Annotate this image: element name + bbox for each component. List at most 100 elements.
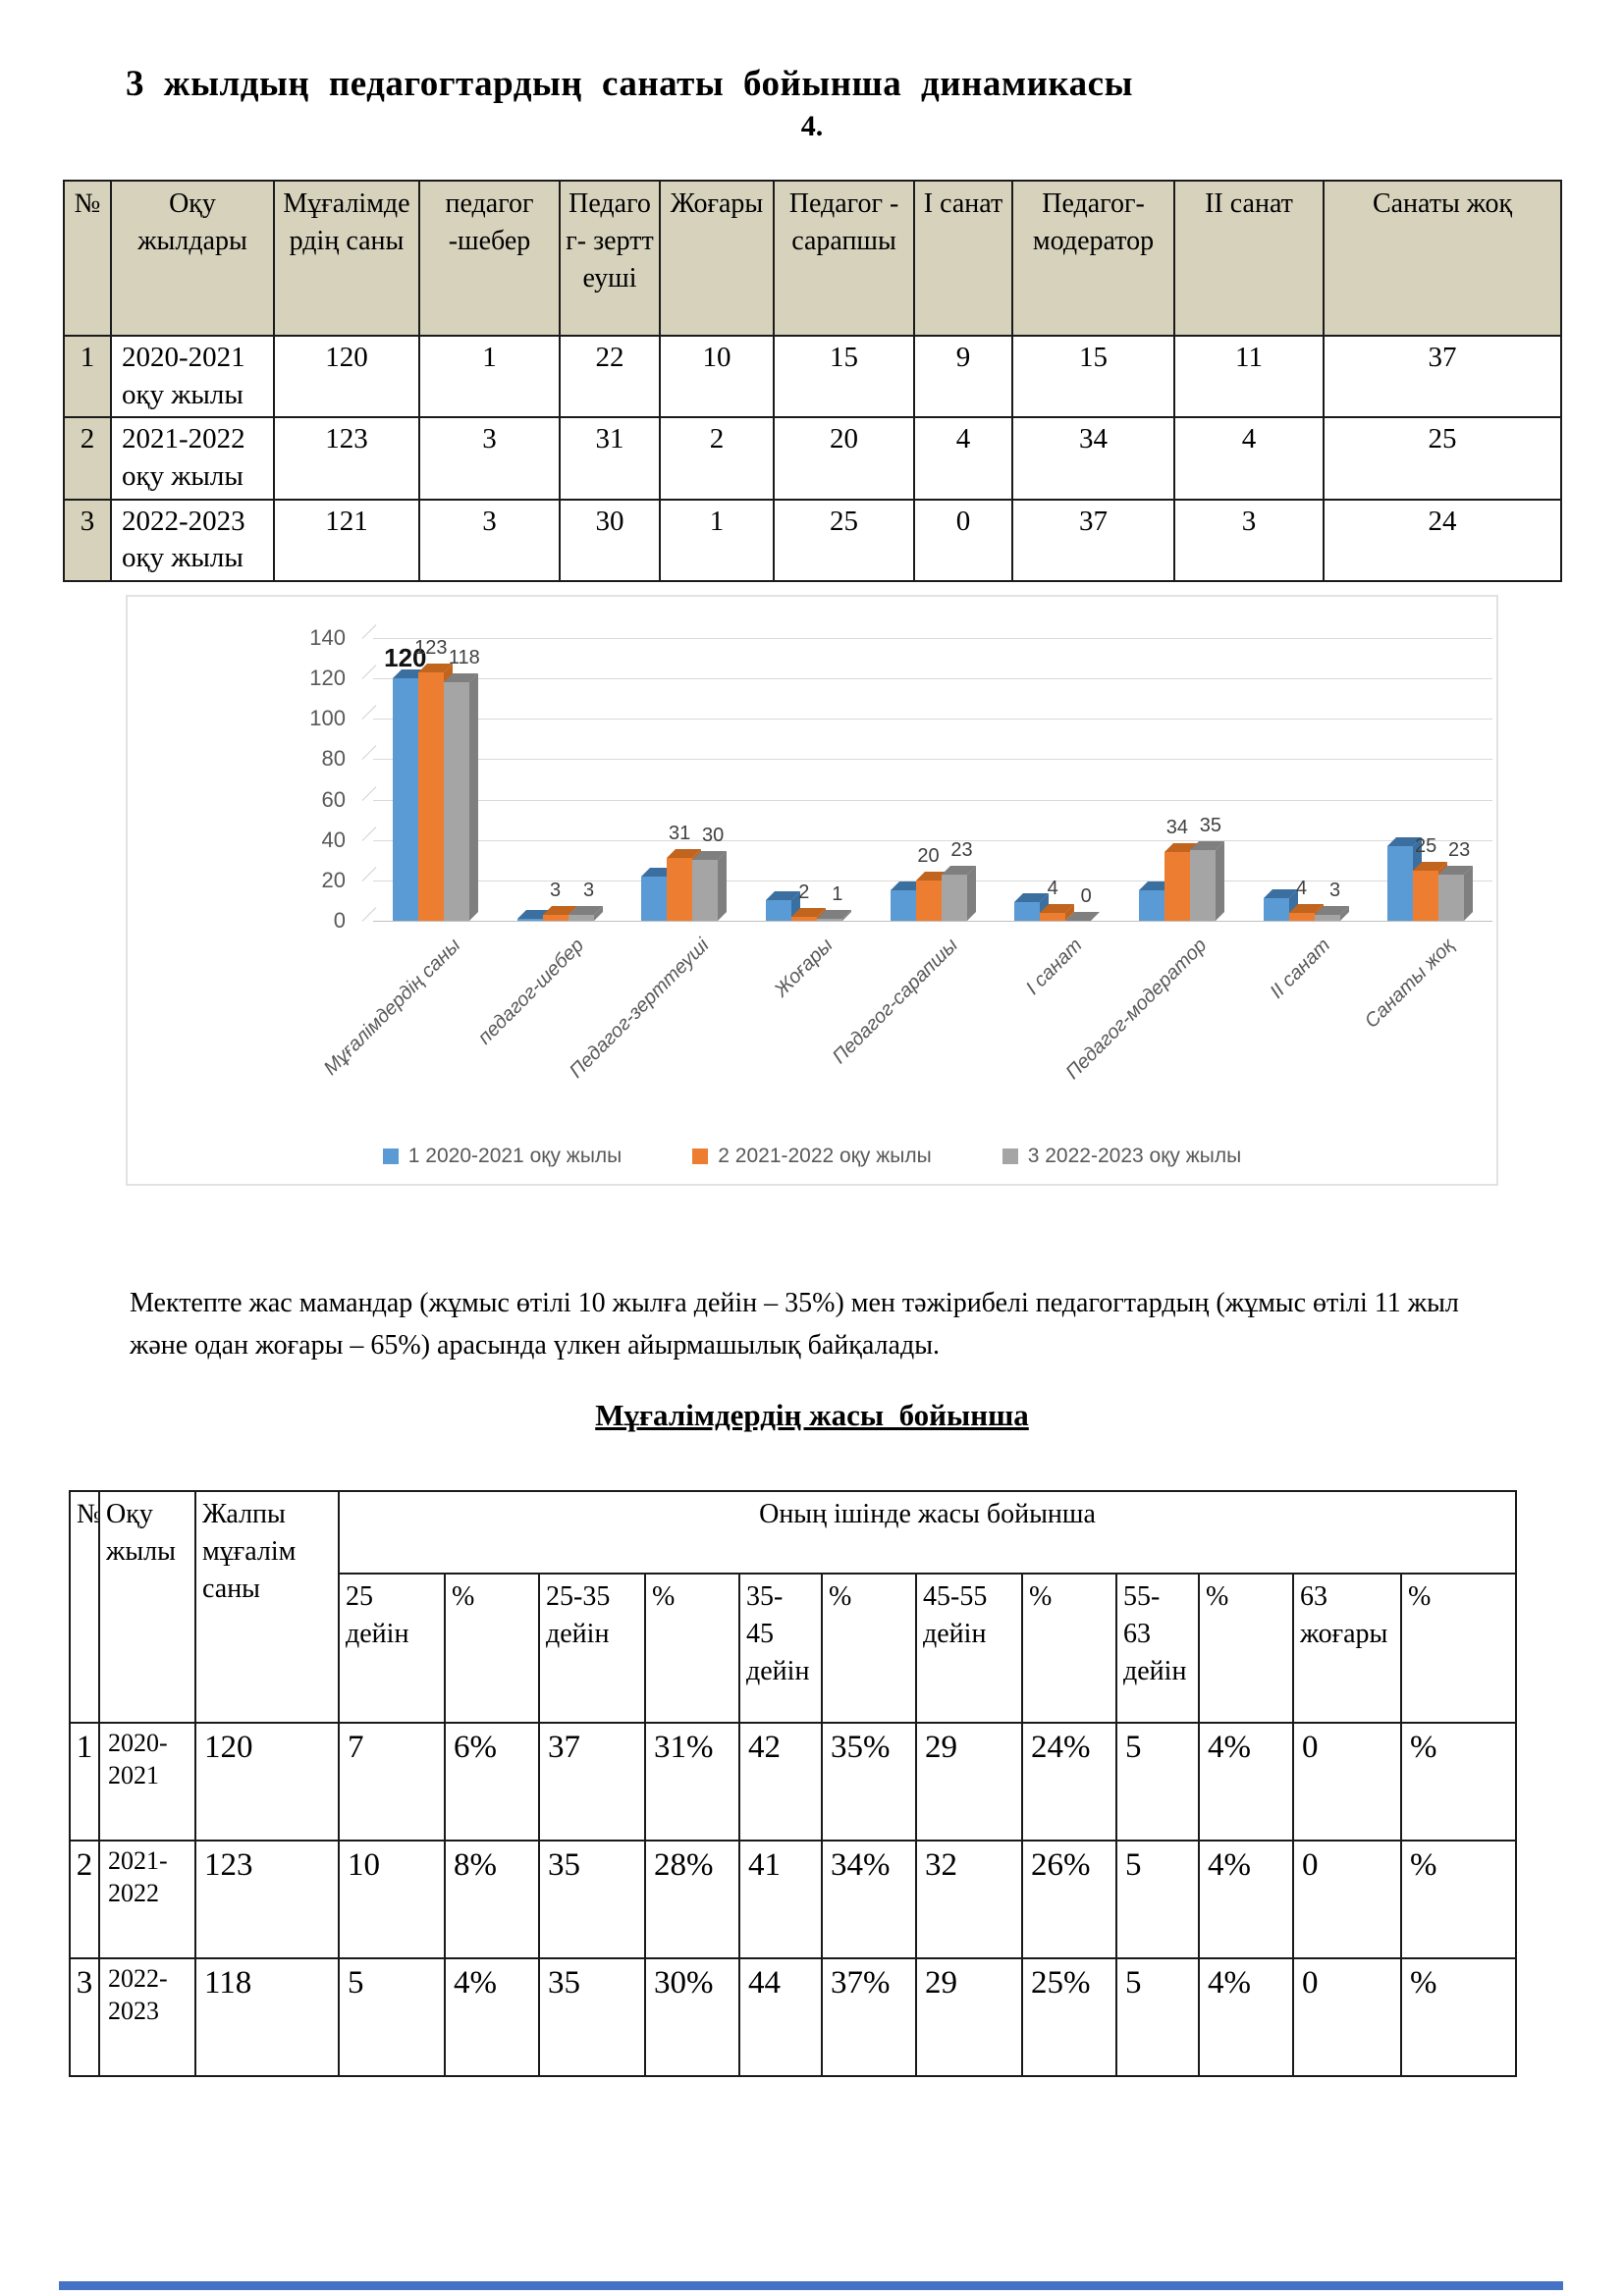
x-axis-category-label: Санаты жоқ — [1361, 934, 1460, 1033]
table-cell: 4 — [1173, 416, 1325, 501]
bar — [1413, 862, 1448, 921]
legend-label: 1 2020-2021 оқу жылы — [407, 1145, 623, 1167]
data-label: 23 — [1448, 839, 1471, 861]
legend-item: 1 2020-2021 оқу жылы — [382, 1145, 623, 1168]
table-cell: 34% — [821, 1840, 917, 1959]
table-cell: 34 — [1011, 416, 1175, 501]
table-cell: 4% — [444, 1957, 540, 2077]
chart-legend: 1 2020-2021 оқу жылы 2 2021-2022 оқу жылы… — [128, 1145, 1496, 1168]
table-cell: 4% — [1198, 1840, 1294, 1959]
column-header: 55- 63 дейін — [1115, 1573, 1200, 1724]
table-cell: 0 — [1292, 1722, 1402, 1842]
data-label: 118 — [448, 647, 480, 668]
column-header: 45-55 дейін — [915, 1573, 1023, 1724]
table-cell: 11 — [1173, 334, 1325, 419]
bar — [890, 881, 925, 921]
data-label: 20 — [917, 845, 940, 867]
table-cell: 41 — [738, 1840, 823, 1959]
category-dynamics-table: № Оқу жылдары Мұғалімдердің саны педагог… — [63, 180, 1562, 583]
table-cell: 2021-2022 оқу жылы — [110, 416, 275, 501]
x-axis-category-label: ІІ санат — [1266, 934, 1335, 1003]
table-cell: 2020-2021 оқу жылы — [110, 334, 275, 419]
next-object-edge-strip — [59, 2281, 1563, 2290]
x-axis-category-label: Педагог-модератор — [1061, 934, 1211, 1084]
table-cell: 5 — [1115, 1840, 1200, 1959]
table-cell: 123 — [194, 1840, 340, 1959]
table-cell: 22 — [559, 334, 661, 419]
column-header: Педагог- модератор — [1011, 180, 1175, 337]
table-cell: 10 — [659, 334, 775, 419]
table-cell: 118 — [194, 1957, 340, 2077]
bar — [667, 849, 702, 921]
column-header: % — [1400, 1573, 1517, 1724]
column-header: ІІ санат — [1173, 180, 1325, 337]
bar-chart: 0 20 40 60 80 100 120 140 120 123 118 3 3 31 30 2 1 20 23… — [126, 595, 1498, 1186]
table-cell: 31% — [644, 1722, 740, 1842]
table-cell: 44 — [738, 1957, 823, 2077]
table-row: 1 2020-2021 оқу жылы 120 1 22 10 15 9 15 11 37 — [63, 334, 1562, 419]
column-header: Педагог - сарапшы — [773, 180, 915, 337]
legend-swatch — [1001, 1148, 1018, 1164]
table-cell: 30 — [559, 498, 661, 583]
table-cell: 42 — [738, 1722, 823, 1842]
bar — [915, 872, 950, 921]
table-row: 3 2022-2023 оқу жылы 121 3 30 1 25 0 37 3 24 — [63, 498, 1562, 583]
table-cell: 121 — [273, 498, 420, 583]
analysis-paragraph: Мектепте жас мамандар (жұмыс өтілі 10 жы… — [130, 1288, 1459, 1362]
table-cell: 24% — [1021, 1722, 1117, 1842]
table-cell: 15 — [1011, 334, 1175, 419]
y-axis-tick-label: 80 — [321, 746, 346, 772]
column-header: 25 дейін — [338, 1573, 446, 1724]
bar — [941, 866, 976, 921]
gridline — [373, 759, 1492, 761]
legend-swatch — [692, 1148, 709, 1164]
table-cell: 0 — [1292, 1957, 1402, 2077]
table-cell: 2021- 2022 — [98, 1840, 196, 1959]
gridline — [373, 799, 1492, 801]
table-row: 3 2022- 2023 118 5 4% 35 30% 44 37% 29 25% 5 4% 0% — [69, 1957, 1517, 2077]
data-label: 23 — [950, 839, 973, 861]
bar-side-face — [1215, 841, 1224, 921]
x-axis-category-label: Мұғалімдердің саны — [319, 934, 464, 1080]
legend-swatch — [382, 1148, 399, 1164]
bar — [392, 669, 427, 921]
legend-label: 2 2021-2022 оқу жылы — [718, 1145, 932, 1167]
table-cell: 7 — [338, 1722, 446, 1842]
data-label: 0 — [1080, 885, 1092, 907]
column-header: % — [1021, 1573, 1117, 1724]
data-label: 34 — [1165, 817, 1188, 838]
column-header: І санат — [913, 180, 1013, 337]
data-label: 120 — [384, 643, 427, 672]
column-header: % — [444, 1573, 540, 1724]
data-label: 35 — [1199, 815, 1221, 836]
gridline — [373, 638, 1492, 639]
table-cell: 30% — [644, 1957, 740, 2077]
table-cell: % — [1400, 1722, 1517, 1842]
x-axis-category-label: Педагог-сарапшы — [828, 934, 962, 1068]
table-cell: 32 — [915, 1840, 1023, 1959]
table-cell: 2 — [659, 416, 775, 501]
table-cell: 1 — [69, 1722, 100, 1842]
table-cell: 26% — [1021, 1840, 1117, 1959]
table-cell: 29 — [915, 1957, 1023, 2077]
table-cell: 37 — [1011, 498, 1175, 583]
bar-side-face — [468, 673, 478, 921]
data-label: 3 — [582, 880, 595, 901]
bar-side-face — [718, 851, 728, 921]
column-header: Жоғары — [659, 180, 775, 337]
gridline — [373, 921, 1492, 922]
y-axis-tick-label: 140 — [309, 625, 346, 650]
data-label: 123 — [414, 637, 448, 659]
bar — [1387, 837, 1423, 921]
table-header-row: № Оқу жылдары Мұғалімдердің саны педагог… — [63, 180, 1562, 337]
x-axis-category-label: Жоғары — [771, 934, 838, 1001]
column-header: Оқу жылдары — [110, 180, 275, 337]
legend-label: 3 2022-2023 оқу жылы — [1027, 1145, 1242, 1167]
y-axis-tick-label: 60 — [321, 786, 346, 812]
column-header: № — [69, 1490, 100, 1724]
x-axis: Мұғалімдердің саны педагог-шебер Педагог-з… — [319, 934, 1492, 1131]
column-header: % — [644, 1573, 740, 1724]
legend-item: 3 2022-2023 оқу жылы — [1001, 1145, 1242, 1168]
bar — [765, 891, 800, 921]
